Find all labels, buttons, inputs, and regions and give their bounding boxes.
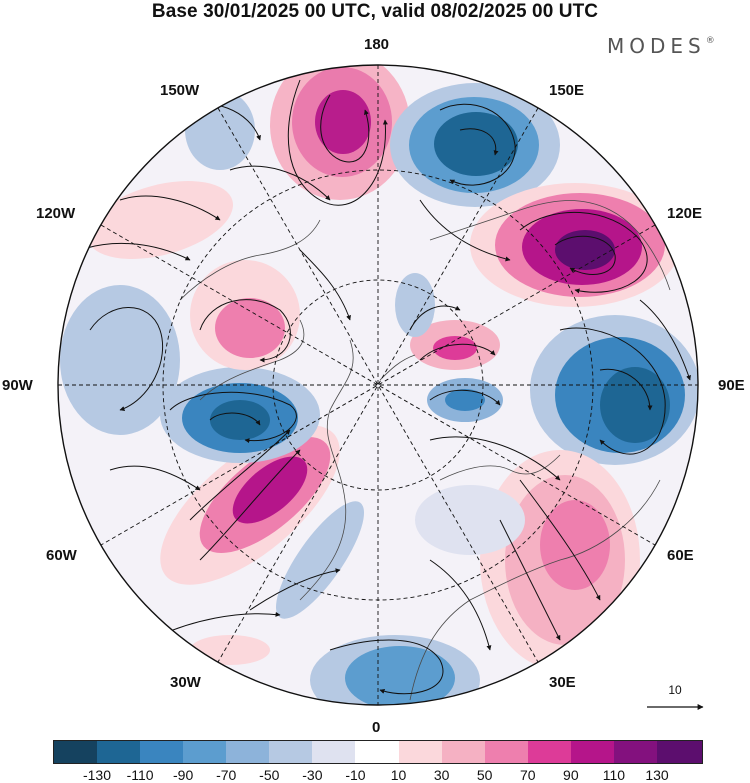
aleutian-low-anomaly	[185, 90, 255, 170]
pacific-west-high-anomaly	[86, 181, 234, 259]
streamlines	[79, 79, 691, 695]
colorbar-tick-label: 70	[519, 767, 536, 783]
streamline	[439, 103, 516, 186]
map-boundary	[57, 64, 699, 706]
colorbar-tick-label: -90	[173, 767, 194, 783]
colorbar-tick-label: 90	[563, 767, 579, 783]
colorbar-tick-label: -70	[216, 767, 237, 783]
streamline	[559, 327, 666, 455]
streamline	[299, 249, 351, 321]
kamchatka-low-anomaly	[390, 83, 560, 207]
polar-map	[57, 64, 704, 710]
streamline	[419, 343, 496, 361]
colorbar	[53, 740, 703, 764]
streamline	[189, 429, 291, 521]
lon-label-90e: 90E	[718, 377, 745, 394]
coastlines	[179, 200, 671, 701]
lon-label-150e: 150E	[549, 82, 585, 99]
streamline	[287, 79, 388, 206]
colorbar-segment	[657, 740, 702, 764]
colorbar-segment	[527, 740, 572, 764]
colorbar-segment	[226, 740, 270, 764]
streamline	[320, 94, 370, 163]
streamline	[249, 568, 341, 611]
lon-label-120w: 120W	[36, 205, 76, 222]
colorbar-segment	[355, 740, 400, 764]
streamline	[229, 165, 331, 201]
lon-label-150w: 150W	[160, 82, 200, 99]
central-asia-low-anomaly	[530, 315, 698, 465]
streamline	[429, 559, 492, 651]
streamline	[119, 195, 221, 221]
colorbar-segment	[441, 740, 486, 764]
west-low-anomaly	[60, 285, 180, 435]
colorbar-segment	[183, 740, 227, 764]
colorbar-segment	[53, 740, 98, 764]
lon-label-120e: 120E	[667, 205, 703, 222]
streamline	[554, 235, 616, 275]
streamline	[429, 389, 501, 406]
streamline	[419, 199, 511, 262]
colorbar-tick-label: 130	[645, 767, 669, 783]
alaska-high-anomaly	[190, 260, 300, 370]
modes-logo: MODES®	[607, 34, 715, 58]
streamline	[499, 519, 561, 641]
streamline	[209, 412, 261, 426]
colorbar-tick-label: 10	[390, 767, 407, 783]
colorbar-segment	[269, 740, 313, 764]
reference-vector-label: 10	[668, 683, 682, 697]
colorbar-tick-label: -50	[259, 767, 280, 783]
colorbar-tick-label: 110	[602, 767, 626, 783]
colorbar-segment	[570, 740, 615, 764]
lon-label-60e: 60E	[667, 547, 694, 564]
siberia-high-anomaly	[470, 183, 680, 307]
streamline	[199, 449, 301, 561]
colorbar-tick-label: 30	[433, 767, 450, 783]
streamline	[519, 211, 648, 294]
streamline	[409, 305, 461, 331]
streamline	[639, 299, 691, 381]
lon-label-90w: 90W	[2, 377, 33, 394]
colorbar-segment	[613, 740, 658, 764]
colorbar-tick-label: -30	[302, 767, 323, 783]
arctic-low-anomaly	[427, 378, 503, 422]
map-title: Base 30/01/2025 00 UTC, valid 08/02/2025…	[151, 1, 599, 22]
colorbar-segment	[97, 740, 141, 764]
colorbar-segment	[398, 740, 443, 764]
lon-label-180: 180	[364, 36, 390, 53]
logo-text: MODES	[607, 34, 706, 58]
colorbar-tick-label: -10	[345, 767, 366, 783]
streamline	[169, 391, 297, 444]
colorbar-segment	[140, 740, 184, 764]
colorbar-tick-label: -110	[126, 767, 154, 783]
streamline	[599, 368, 653, 411]
streamline	[429, 436, 561, 481]
lon-label-0: 0	[372, 719, 381, 736]
streamline	[519, 479, 601, 601]
lon-label-60w: 60W	[46, 547, 77, 564]
registered-mark: ®	[705, 36, 715, 46]
streamline	[89, 307, 164, 411]
pacific-high-anomaly	[270, 65, 410, 200]
streamline	[109, 465, 201, 491]
streamline	[199, 299, 291, 363]
canada-low-anomaly	[160, 367, 320, 463]
streamline	[459, 128, 499, 156]
lon-label-30w: 30W	[170, 674, 201, 691]
colorbar-tick-label: 50	[476, 767, 493, 783]
lon-label-30e: 30E	[549, 674, 576, 691]
colorbar-tick-label: -130	[82, 767, 112, 783]
streamline	[329, 639, 444, 695]
colorbar-segment	[484, 740, 529, 764]
colorbar-segment	[312, 740, 356, 764]
